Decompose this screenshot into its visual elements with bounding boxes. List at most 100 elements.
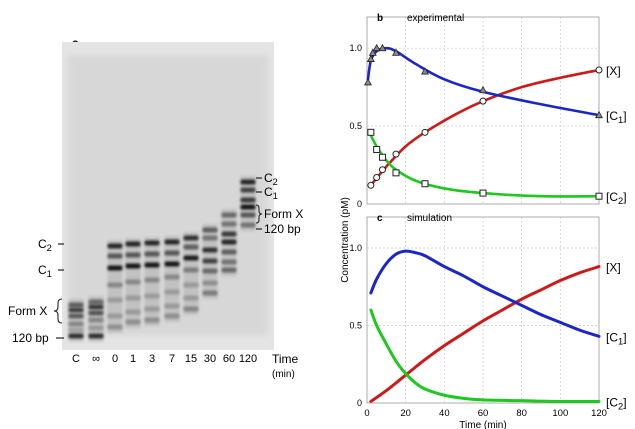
gel-band	[68, 302, 84, 308]
x-tick-label: 80	[516, 408, 527, 419]
gel-band	[221, 212, 237, 218]
gel-band	[202, 235, 218, 241]
x-axis-label: Time (min)	[459, 420, 506, 429]
y-tick-label: 0.5	[349, 321, 362, 331]
gel-band	[183, 295, 199, 301]
series-label: [C2]	[606, 190, 627, 206]
lane-label: C	[72, 353, 80, 365]
series-label: [C1]	[606, 330, 627, 346]
lane-label: 120	[239, 353, 257, 365]
series-label: [X]	[606, 261, 621, 275]
y-tick-label: 0.5	[349, 121, 362, 131]
x-tick-label: 20	[400, 408, 411, 419]
gel-band	[164, 250, 180, 256]
lane-label: 60	[223, 353, 235, 365]
gel-band	[183, 267, 199, 273]
y-tick-label: 0	[357, 398, 362, 408]
gel-band	[240, 222, 256, 228]
lane-label: 30	[204, 353, 216, 365]
gel-band	[221, 239, 237, 245]
y-tick-label: 1.0	[349, 243, 362, 253]
x-tick-label: 0	[364, 408, 369, 419]
panel-title: experimental	[407, 13, 464, 24]
gel-band	[164, 239, 180, 245]
gel-band	[107, 253, 123, 259]
gel-band	[125, 241, 141, 247]
gel-band	[144, 251, 160, 257]
gel-band	[144, 277, 160, 283]
charts-panel: 00.51.0b experimental[X][C1][C2] 00.51.00…	[340, 13, 627, 429]
left-label-form-x: Form X	[8, 304, 47, 318]
gel-band	[202, 227, 218, 233]
gel-band	[88, 299, 104, 305]
data-point-c2	[373, 145, 381, 153]
data-point-c1	[595, 110, 603, 119]
gel-band	[107, 265, 123, 271]
gel-band	[68, 313, 84, 319]
series-label: [X]	[606, 64, 621, 78]
gel-band	[202, 290, 218, 296]
data-point-x	[392, 150, 400, 158]
data-point-x	[373, 174, 381, 182]
series-label: [C2]	[606, 395, 627, 411]
gel-band	[125, 263, 141, 269]
gel-band	[107, 282, 123, 288]
series-line-c2	[369, 308, 601, 404]
data-point-c2	[378, 153, 386, 161]
gel-band	[107, 297, 123, 303]
gel-band	[125, 309, 141, 315]
gel-band	[68, 307, 84, 313]
gel-band	[183, 244, 199, 250]
gel-band	[144, 262, 160, 268]
shared-ylabel: Concentration (pM)	[340, 197, 351, 283]
gel-band	[88, 317, 104, 323]
gel-band	[164, 261, 180, 267]
gel-xlabel: Time	[272, 352, 299, 366]
y-tick-label: 0	[357, 199, 362, 209]
lane-label: 1	[130, 353, 136, 365]
gel-band	[202, 280, 218, 286]
right-label-form-x: Form X	[264, 207, 303, 221]
data-point-c1	[378, 43, 387, 52]
series-line-x	[369, 68, 601, 187]
gel-band	[240, 179, 256, 185]
data-point-c1	[392, 48, 400, 56]
left-label: C2	[38, 237, 52, 253]
gel-band	[221, 231, 237, 237]
gel-band	[68, 321, 84, 327]
gel-band	[202, 247, 218, 253]
gel-band	[125, 252, 141, 258]
gel-band	[144, 240, 160, 246]
panel-b: 0 0.5 1.0 b experimental [X] [C1] [C2]	[349, 13, 626, 209]
gel-band	[240, 204, 256, 210]
gel-band	[164, 303, 180, 309]
gel-band	[68, 333, 84, 339]
data-point-x	[479, 97, 487, 105]
brace-icon	[255, 204, 263, 224]
data-point-c2	[479, 189, 487, 197]
gel-band	[88, 325, 104, 331]
series-label: [C1]	[606, 109, 627, 125]
gel-band	[144, 306, 160, 312]
gel-band	[202, 268, 218, 274]
gel-band	[221, 249, 237, 255]
gel-lane-labels: C ∞ 0 1 3 7 15 30 60 120	[72, 353, 257, 365]
gel-band	[88, 304, 104, 310]
x-tick-label: 60	[478, 408, 489, 419]
gel-band	[183, 282, 199, 288]
panel-label: c	[377, 213, 383, 224]
gel-band	[164, 313, 180, 319]
gel-band	[240, 197, 256, 203]
lane-label: 15	[185, 353, 197, 365]
data-point-x	[367, 181, 375, 189]
data-point-x	[378, 166, 386, 174]
gel-band	[125, 319, 141, 325]
gel-left-labels: C2 C1 Form X 120 bp	[8, 237, 64, 345]
panel-c: 0 0.5 1.0 0 20 40 60 80 100 120 Time (min) c simulat…	[349, 213, 626, 429]
right-label: C2	[264, 171, 278, 187]
panel-label: b	[377, 13, 383, 24]
brace-icon	[53, 298, 63, 324]
data-point-c1	[421, 67, 429, 75]
